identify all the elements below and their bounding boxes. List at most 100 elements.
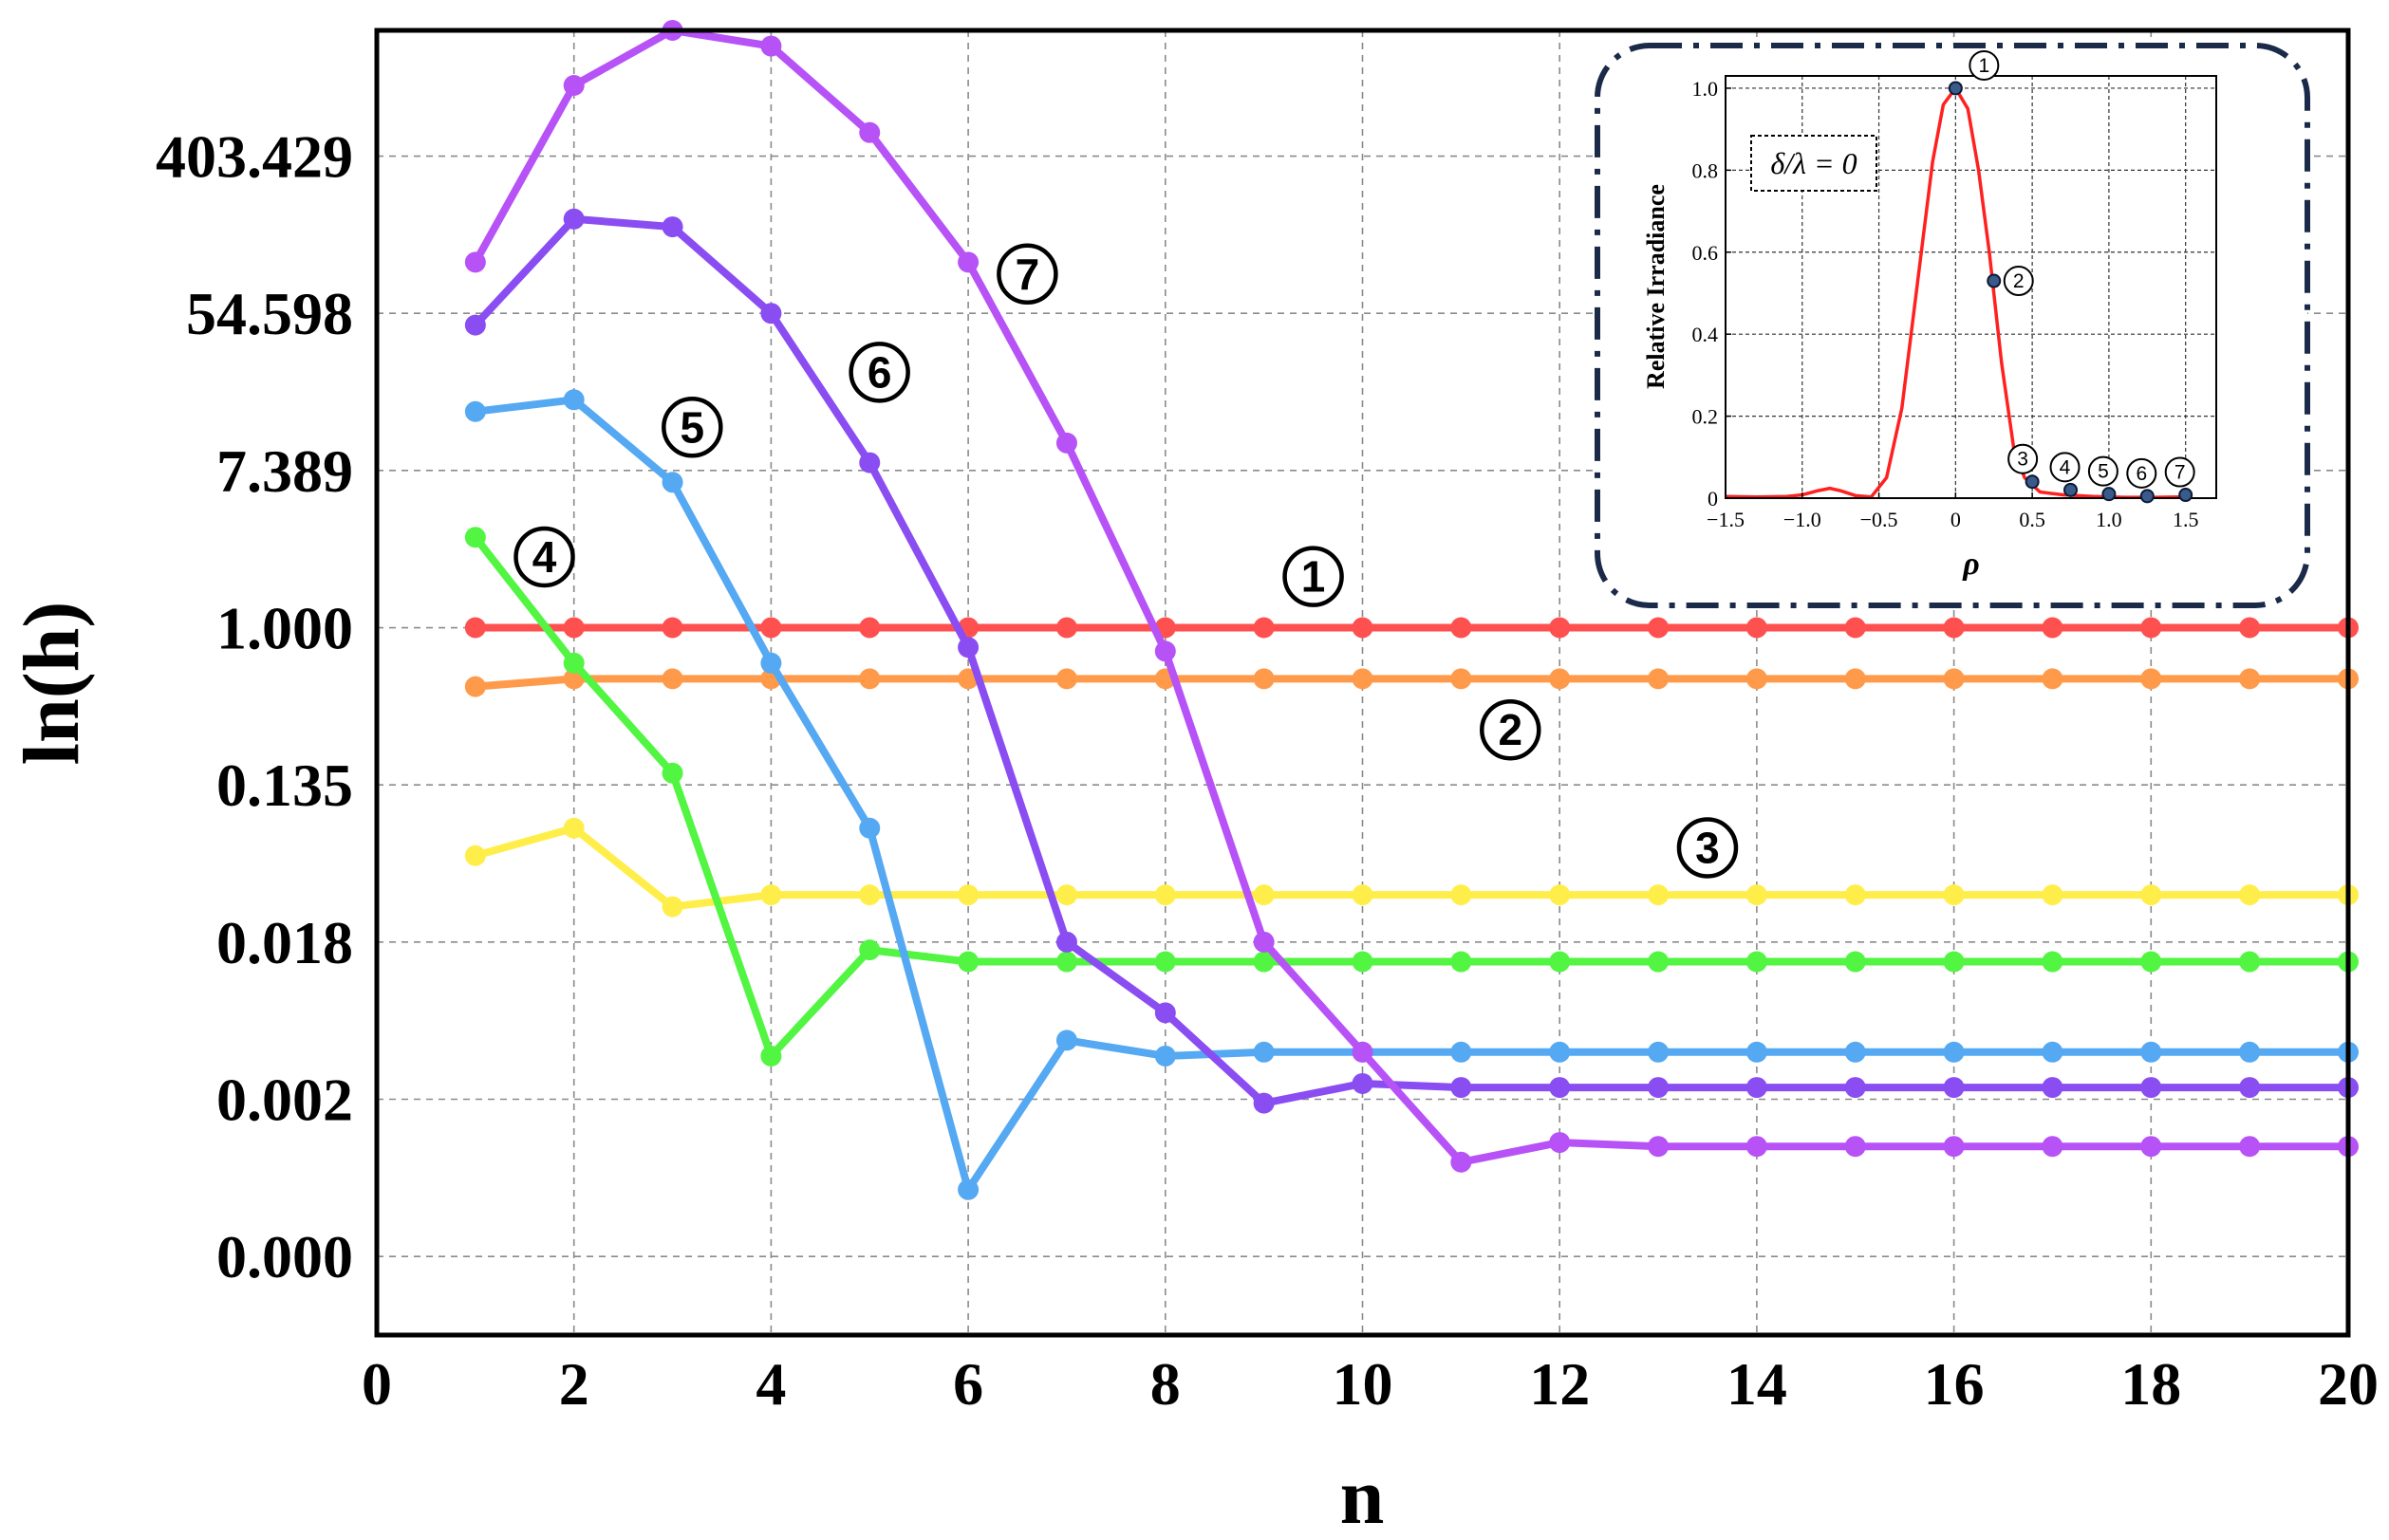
inset-point-2 xyxy=(1987,273,2002,288)
x-tick-label: 14 xyxy=(1726,1350,1787,1418)
series-3-point xyxy=(1450,884,1472,906)
curve-label-4: 4 xyxy=(532,532,557,582)
inset-chart: −1.5 −1.0 −0.5 0 0.5 1.0 1.5 0 0.2 0.4 0.6 0.8 1.0 1… xyxy=(1595,43,2310,608)
inset-y-axis-title: Relative Irradiance xyxy=(1642,184,1670,389)
series-4-point xyxy=(1352,951,1373,973)
inset-point-label-circle-4 xyxy=(2049,452,2081,483)
series-4-point xyxy=(2140,951,2162,973)
series-5-point xyxy=(1648,1041,1670,1063)
series-7-point xyxy=(1943,1136,1965,1158)
series-4-point xyxy=(1943,951,1965,973)
series-6-point xyxy=(662,216,683,238)
inset-point-3 xyxy=(2025,474,2040,490)
series-6-point xyxy=(1648,1077,1670,1099)
series-7-point xyxy=(2239,1136,2261,1158)
inset-point-label-circle-6 xyxy=(2126,457,2157,489)
series-5-point xyxy=(760,652,782,674)
series-7-point xyxy=(1648,1136,1670,1158)
series-2-point xyxy=(1549,668,1571,690)
series-3-point xyxy=(1352,884,1373,906)
series-5-point xyxy=(464,400,486,422)
inset-x-tick-label: 0.5 xyxy=(2019,508,2045,531)
series-1-point xyxy=(1745,617,1767,639)
series-5-point xyxy=(958,1178,980,1200)
x-tick-label: 0 xyxy=(362,1350,392,1418)
series-4-point xyxy=(2042,951,2063,973)
series-5-point xyxy=(2140,1041,2162,1063)
inset-x-tick-label: 1.5 xyxy=(2173,508,2199,531)
x-tick-label: 2 xyxy=(559,1350,589,1418)
series-4-point xyxy=(464,527,486,548)
series-5-point xyxy=(1253,1041,1275,1063)
inset-x-tick-label: −1.0 xyxy=(1783,508,1821,531)
curve-label-circle-2 xyxy=(1480,698,1541,761)
inset-point-label-4: 4 xyxy=(2060,456,2071,478)
series-4-point xyxy=(760,1045,782,1067)
series-7-point xyxy=(1154,640,1176,662)
series-3-point xyxy=(1844,884,1866,906)
inset-x-tick-label: −1.5 xyxy=(1707,508,1745,531)
x-tick-label: 20 xyxy=(2318,1350,2379,1418)
series-1-point xyxy=(1648,617,1670,639)
inset-point-6 xyxy=(2139,489,2155,504)
series-1-point xyxy=(2239,617,2261,639)
series-2-point xyxy=(1745,668,1767,690)
series-7-point xyxy=(760,35,782,57)
series-line-4 xyxy=(471,533,2352,1060)
series-7-point xyxy=(1253,931,1275,953)
main-x-axis-title: n xyxy=(1340,1453,1385,1540)
series-1-point xyxy=(2140,617,2162,639)
inset-annotation-box xyxy=(1750,135,1877,192)
series-2-point xyxy=(662,668,683,690)
series-4-point xyxy=(2239,951,2261,973)
inset-curve-line xyxy=(1725,86,2186,499)
series-3-point xyxy=(563,817,585,839)
series-3-point xyxy=(464,844,486,866)
series-5-point xyxy=(1844,1041,1866,1063)
series-line-7 xyxy=(471,27,2352,1166)
series-3-point xyxy=(1648,884,1670,906)
series-3-point xyxy=(2140,884,2162,906)
curve-label-7: 7 xyxy=(1016,250,1040,299)
main-x-ticks: 0 2 4 6 8 10 12 14 16 18 20 xyxy=(362,1350,2379,1418)
series-6-point xyxy=(1450,1077,1472,1099)
series-4-point xyxy=(662,762,683,784)
curve-label-circle-1 xyxy=(1282,546,1344,607)
curve-label-3: 3 xyxy=(1695,823,1720,872)
x-tick-label: 4 xyxy=(756,1350,786,1418)
series-3-point xyxy=(2042,884,2063,906)
inset-point-7 xyxy=(2178,488,2193,503)
series-7-point xyxy=(2140,1136,2162,1158)
series-3-point xyxy=(662,896,683,918)
series-6-point xyxy=(2042,1077,2063,1099)
y-tick-label: 1.000 xyxy=(216,595,353,662)
inset-point-label-circle-3 xyxy=(2007,443,2039,474)
series-6-point xyxy=(760,303,782,325)
y-tick-label: 0.018 xyxy=(216,909,353,976)
x-tick-label: 18 xyxy=(2120,1350,2181,1418)
inset-point-label-2: 2 xyxy=(2013,270,2025,292)
inset-y-tick-label: 0.6 xyxy=(1692,241,1719,265)
inset-point-label-5: 5 xyxy=(2098,461,2109,483)
inset-curve xyxy=(1725,86,2186,499)
series-6-point xyxy=(958,637,980,659)
series-1-point xyxy=(2042,617,2063,639)
series-5-point xyxy=(1154,1045,1176,1067)
inset-point-label-1: 1 xyxy=(1979,55,1990,77)
series-7-point xyxy=(2042,1136,2063,1158)
series-6-point xyxy=(1154,1002,1176,1024)
series-3-point xyxy=(1549,884,1571,906)
curve-label-circle-7 xyxy=(997,243,1058,306)
series-2-point xyxy=(1648,668,1670,690)
inset-annotation: δ/λ = 0 xyxy=(1770,146,1857,180)
curve-label-circle-4 xyxy=(513,526,575,588)
inset-point-label-circle-2 xyxy=(2003,266,2034,297)
curve-label-5: 5 xyxy=(681,402,705,452)
series-7-point xyxy=(1352,1041,1373,1063)
series-5-point xyxy=(1745,1041,1767,1063)
inset-x-axis-title: ρ xyxy=(1962,547,1980,582)
series-6-point xyxy=(1745,1077,1767,1099)
inset-point-4 xyxy=(2063,482,2079,497)
series-3-point xyxy=(1253,884,1275,906)
